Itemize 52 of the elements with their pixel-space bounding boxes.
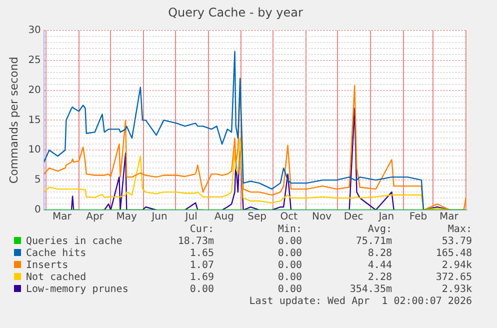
x-tick-label: Oct xyxy=(280,212,298,223)
x-tick-label: Nov xyxy=(312,212,332,223)
text: 2.93k xyxy=(440,284,472,296)
text: 0.00 xyxy=(188,284,214,296)
legend-label: Not cached xyxy=(25,272,88,284)
text: 1.07 xyxy=(188,260,214,272)
text: 0.00 xyxy=(276,284,302,296)
x-tick-label: Jan xyxy=(378,212,394,223)
text: 165.48 xyxy=(434,248,472,260)
text: 1.65 xyxy=(188,248,214,260)
text: 4.44 xyxy=(366,260,392,272)
text: 53.79 xyxy=(440,236,472,248)
legend-label: Queries in cache xyxy=(25,236,124,248)
x-tick-label: Mar xyxy=(440,212,460,223)
x-tick-label: Jul xyxy=(184,212,198,223)
chart-title: Query Cache - by year xyxy=(168,5,303,20)
text: 75.71m xyxy=(354,236,392,248)
legend-label: Cache hits xyxy=(25,248,88,260)
x-tick-label: Aug xyxy=(214,212,234,223)
legend-label: Low-memory prunes xyxy=(25,284,130,296)
text: 2.94k xyxy=(440,260,472,272)
text: 0.00 xyxy=(276,248,302,260)
y-axis-title: Commands per second xyxy=(7,56,20,184)
x-tick-label: Sep xyxy=(248,212,266,223)
x-tick-label: Dec xyxy=(344,212,364,223)
x-tick-label: Mar xyxy=(52,212,72,223)
x-tick-label: Apr xyxy=(86,212,104,223)
text: 372.65 xyxy=(434,272,472,284)
x-tick-label: Feb xyxy=(409,212,428,223)
text: 0.00 xyxy=(276,236,302,248)
y-tick-label: 5 xyxy=(34,174,41,186)
y-tick-label: 10 xyxy=(28,144,41,156)
legend-label: Inserts xyxy=(25,260,70,272)
text: 1.69 xyxy=(188,272,214,284)
y-tick-label: 20 xyxy=(28,84,41,96)
text: Min: xyxy=(276,224,302,236)
y-tick-label: 0 xyxy=(34,204,41,216)
text: Cur: xyxy=(188,224,214,236)
x-tick-label: May xyxy=(116,212,138,223)
text: 8.28 xyxy=(366,248,392,260)
text: 0.00 xyxy=(276,272,302,284)
text: Max: xyxy=(446,224,472,236)
text: Avg: xyxy=(366,224,392,236)
text: 2.28 xyxy=(366,272,392,284)
text: 354.35m xyxy=(348,284,392,296)
text: Last update: Wed Apr 1 02:00:07 2026 xyxy=(248,296,472,308)
x-tick-label: Jun xyxy=(150,212,168,223)
text: 0.00 xyxy=(276,260,302,272)
y-tick-label: 15 xyxy=(28,114,41,126)
y-tick-label: 25 xyxy=(28,54,41,66)
text: 18.73m xyxy=(176,236,214,248)
y-tick-label: 30 xyxy=(28,24,41,36)
